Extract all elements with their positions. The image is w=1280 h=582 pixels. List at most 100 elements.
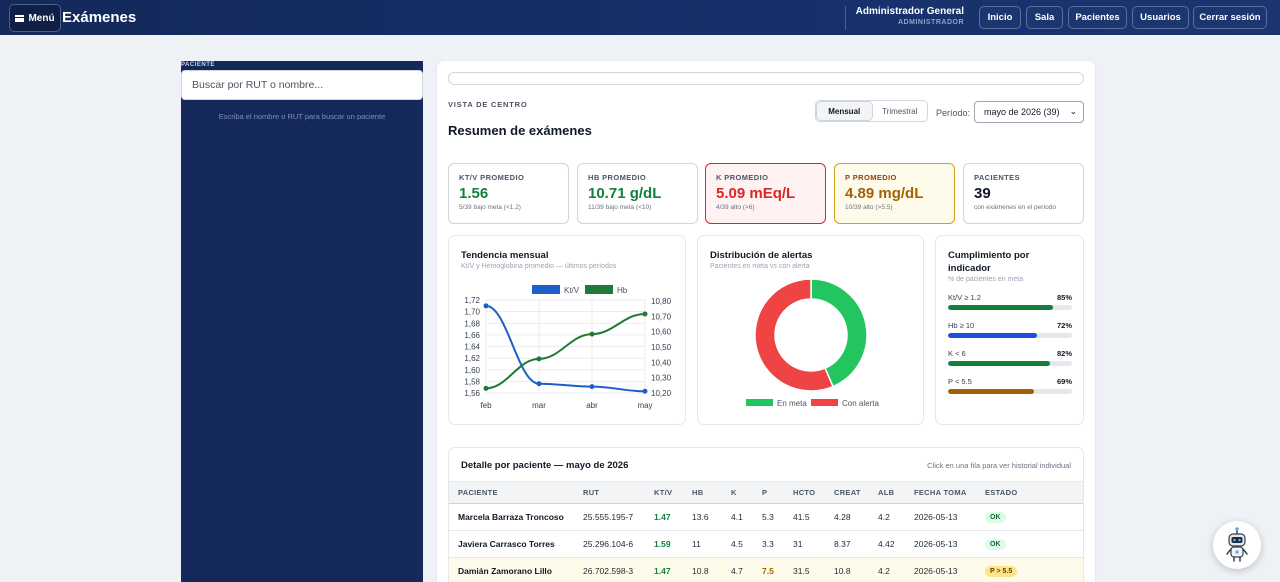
y-right-tick: 10,20 bbox=[651, 389, 672, 398]
indicator-fill bbox=[948, 389, 1034, 394]
kpi-label: P PROMEDIO bbox=[845, 173, 897, 182]
cell-creat: 8.37 bbox=[834, 530, 878, 558]
cell-alb: 4.42 bbox=[878, 530, 914, 558]
data-point bbox=[589, 331, 595, 337]
compliance-title: Cumplimiento por indicador bbox=[948, 250, 1030, 274]
col-header[interactable]: HB bbox=[692, 481, 731, 504]
indicator-row: Kt/V ≥ 1.2 85% bbox=[948, 293, 1072, 310]
col-header[interactable]: CREAT bbox=[834, 481, 878, 504]
indicator-percent: 69% bbox=[1056, 377, 1072, 386]
nav-sala-button[interactable]: Sala bbox=[1026, 6, 1063, 29]
menu-label: Menú bbox=[28, 12, 55, 24]
toggle-trimestral[interactable]: Trimestral bbox=[882, 106, 918, 116]
col-header[interactable]: HCTO bbox=[793, 481, 834, 504]
col-header[interactable]: ESTADO bbox=[985, 481, 1083, 504]
series-line-ktv bbox=[485, 304, 646, 393]
col-header[interactable]: K bbox=[731, 481, 762, 504]
user-role: ADMINISTRADOR bbox=[898, 19, 964, 26]
cell-alb: 4.2 bbox=[878, 557, 914, 582]
kpi-value: 1.56 bbox=[459, 185, 489, 202]
col-header[interactable]: RUT bbox=[583, 481, 654, 504]
data-point bbox=[483, 385, 489, 391]
period-label: Período: bbox=[936, 108, 971, 118]
cell-rut: 25.296.104-6 bbox=[583, 530, 654, 558]
data-point bbox=[589, 384, 595, 390]
top-bar: Menú Exámenes Administrador General ADMI… bbox=[0, 0, 1280, 35]
col-header[interactable]: KT/V bbox=[654, 481, 692, 504]
patient-search-input[interactable] bbox=[181, 70, 423, 100]
cell-p: 5.3 bbox=[762, 503, 793, 531]
table-row[interactable]: Marcela Barraza Troncoso 25.555.195-7 1.… bbox=[449, 503, 1083, 531]
toggle-mensual[interactable]: Mensual bbox=[816, 101, 873, 121]
data-point bbox=[536, 356, 542, 362]
indicator-row: K < 6 82% bbox=[948, 349, 1072, 366]
col-header[interactable]: P bbox=[762, 481, 793, 504]
table-header-row: PACIENTE RUT KT/V HB K P HCTO CREAT ALB … bbox=[449, 481, 1083, 504]
cell-rut: 25.555.195-7 bbox=[583, 503, 654, 531]
cell-paciente: Javiera Carrasco Torres bbox=[449, 530, 583, 558]
x-tick: may bbox=[637, 401, 652, 410]
nav-usuarios-button[interactable]: Usuarios bbox=[1132, 6, 1189, 29]
nav-inicio-button[interactable]: Inicio bbox=[979, 6, 1021, 29]
kpi-card-p: P PROMEDIO 4.89 mg/dL 10/39 alto (>5.5) bbox=[834, 163, 955, 224]
y-left-tick: 1,70 bbox=[464, 308, 480, 317]
status-badge: OK bbox=[985, 512, 1006, 523]
cell-hb: 13.6 bbox=[692, 503, 731, 531]
legend-label: Kt/V bbox=[564, 286, 580, 295]
progress-bar bbox=[448, 72, 1084, 85]
x-tick: mar bbox=[532, 401, 546, 410]
hamburger-icon bbox=[15, 14, 25, 22]
col-header[interactable]: ALB bbox=[878, 481, 914, 504]
y-right-tick: 10,80 bbox=[651, 297, 672, 306]
data-point bbox=[642, 388, 648, 394]
legend-label: Hb bbox=[617, 286, 628, 295]
cell-ktv: 1.59 bbox=[654, 530, 692, 558]
kpi-card-k: K PROMEDIO 5.09 mEq/L 4/39 alto (>6) bbox=[705, 163, 826, 224]
cell-hcto: 31.5 bbox=[793, 557, 834, 582]
y-right-tick: 10,30 bbox=[651, 374, 672, 383]
kpi-sub: 5/39 bajo meta (<1.2) bbox=[459, 204, 521, 211]
cell-hcto: 41.5 bbox=[793, 503, 834, 531]
cell-fecha: 2026-05-13 bbox=[914, 530, 985, 558]
chevron-down-icon: ⌄ bbox=[1069, 106, 1077, 116]
nav-pacientes-button[interactable]: Pacientes bbox=[1068, 6, 1127, 29]
y-left-tick: 1,66 bbox=[464, 331, 480, 340]
cell-estado: P > 5.5 bbox=[985, 557, 1083, 582]
section-title: Resumen de exámenes bbox=[448, 123, 592, 138]
kpi-value: 39 bbox=[974, 185, 991, 202]
y-left-tick: 1,68 bbox=[464, 319, 480, 328]
legend-label: Con alerta bbox=[842, 399, 879, 408]
cell-paciente: Damián Zamorano Lillo bbox=[449, 557, 583, 582]
cell-creat: 4.28 bbox=[834, 503, 878, 531]
menu-button[interactable]: Menú bbox=[9, 4, 61, 32]
y-left-tick: 1,72 bbox=[464, 296, 480, 305]
kpi-card-ktv: KT/V PROMEDIO 1.56 5/39 bajo meta (<1.2) bbox=[448, 163, 569, 224]
kpi-label: PACIENTES bbox=[974, 173, 1020, 182]
robot-icon bbox=[1226, 527, 1248, 562]
donut-slice-con-alerta bbox=[754, 278, 834, 392]
indicator-fill bbox=[948, 305, 1054, 310]
col-header[interactable]: FECHA TOMA bbox=[914, 481, 985, 504]
kpi-sub: 4/39 alto (>6) bbox=[716, 204, 755, 211]
cell-hb: 11 bbox=[692, 530, 731, 558]
kpi-value: 10.71 g/dL bbox=[588, 185, 662, 202]
y-right-tick: 10,70 bbox=[651, 312, 672, 321]
y-left-tick: 1,64 bbox=[464, 343, 480, 352]
period-toggle: Mensual Trimestral bbox=[815, 100, 928, 122]
col-header[interactable]: PACIENTE bbox=[449, 481, 583, 504]
legend-swatch bbox=[585, 285, 613, 294]
period-value: mayo de 2026 (39) bbox=[984, 107, 1060, 117]
logout-button[interactable]: Cerrar sesión bbox=[1193, 6, 1267, 29]
y-left-tick: 1,62 bbox=[464, 354, 480, 363]
kpi-label: HB PROMEDIO bbox=[588, 173, 647, 182]
table-row[interactable]: Damián Zamorano Lillo 26.702.598-3 1.47 … bbox=[449, 557, 1083, 582]
legend-swatch bbox=[532, 285, 560, 294]
cell-estado: OK bbox=[985, 503, 1083, 531]
y-left-tick: 1,60 bbox=[464, 366, 480, 375]
table-row[interactable]: Javiera Carrasco Torres 25.296.104-6 1.5… bbox=[449, 530, 1083, 558]
indicator-label: K < 6 bbox=[948, 349, 966, 358]
period-select[interactable]: mayo de 2026 (39) ⌄ bbox=[974, 101, 1084, 123]
trend-chart-card: Tendencia mensual Kt/V y Hemoglobina pro… bbox=[448, 235, 686, 425]
assistant-bot-button[interactable] bbox=[1213, 521, 1261, 569]
